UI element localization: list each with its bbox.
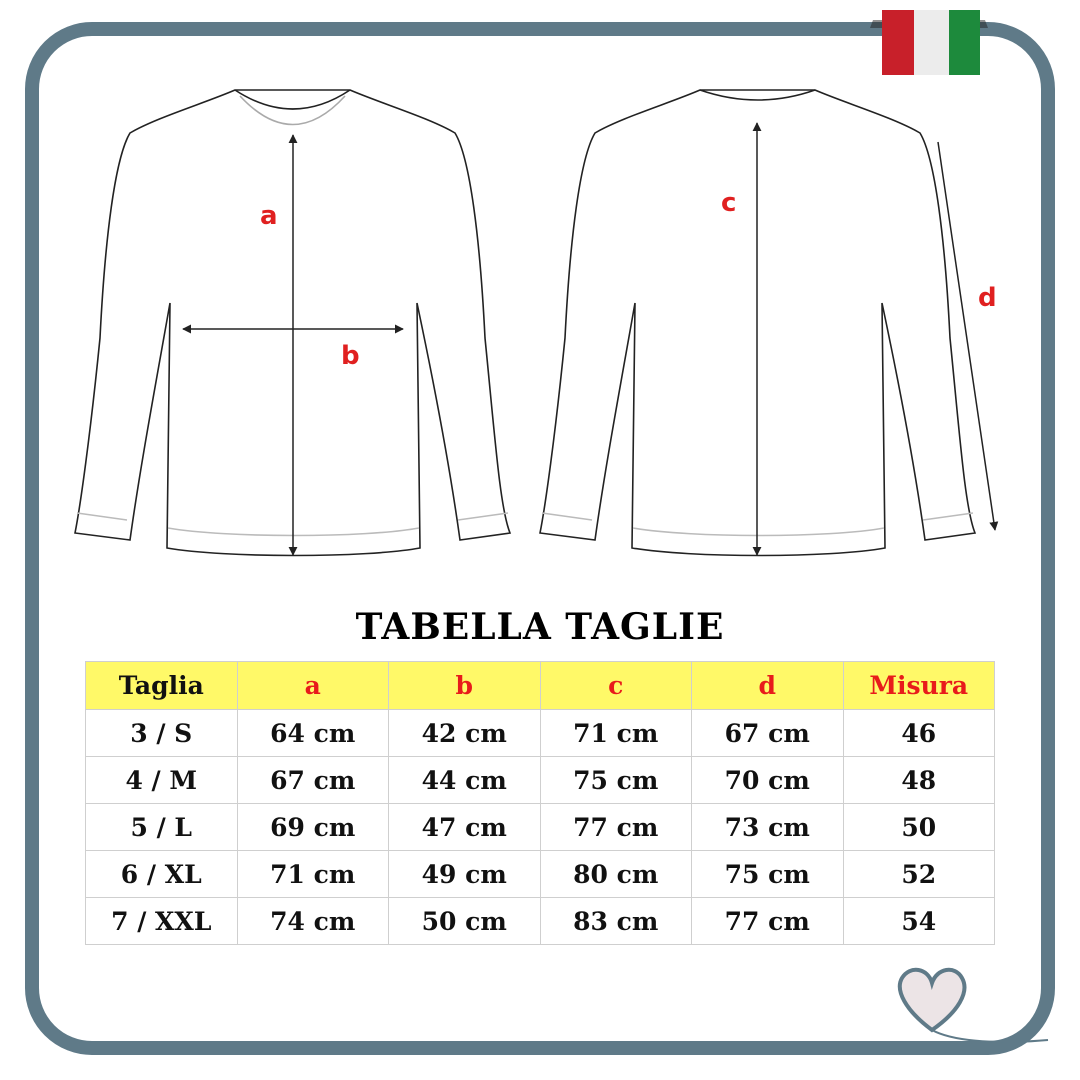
table-cell: 73 cm [691,803,844,851]
table-row: 4 / M 67 cm 44 cm 75 cm 70 cm 48 [85,756,995,804]
table-row: 7 / XXL 74 cm 50 cm 83 cm 77 cm 54 [85,897,995,945]
header-a: a [236,661,389,710]
table-cell: 46 [842,709,995,757]
table-cell: 42 cm [388,709,541,757]
table-cell: 71 cm [236,850,389,898]
table-cell: 77 cm [691,897,844,945]
table-cell: 75 cm [539,756,692,804]
table-cell: 67 cm [236,756,389,804]
table-cell: 77 cm [539,803,692,851]
size-table: Taglia a b c d Misura 3 / S 64 cm 42 cm 71 … [85,661,995,945]
measure-d-arrow [937,141,999,531]
label-a: a [260,201,278,231]
header-c: c [539,661,692,710]
header-misura: Misura [842,661,995,710]
label-b: b [341,341,360,371]
table-cell: 48 [842,756,995,804]
header-b: b [388,661,541,710]
table-cell: 64 cm [236,709,389,757]
table-cell: 4 / M [85,756,238,804]
table-cell: 75 cm [691,850,844,898]
table-cell: 44 cm [388,756,541,804]
heart-icon [897,967,1049,1043]
table-cell: 67 cm [691,709,844,757]
table-cell: 50 [842,803,995,851]
table-cell: 7 / XXL [85,897,238,945]
label-d: d [978,283,997,313]
label-c: c [721,188,736,218]
table-cell: 5 / L [85,803,238,851]
header-d: d [691,661,844,710]
table-cell: 54 [842,897,995,945]
table-cell: 74 cm [236,897,389,945]
table-cell: 6 / XL [85,850,238,898]
table-cell: 52 [842,850,995,898]
table-cell: 83 cm [539,897,692,945]
table-cell: 49 cm [388,850,541,898]
table-header-row: Taglia a b c d Misura [85,661,995,710]
table-cell: 70 cm [691,756,844,804]
table-row: 6 / XL 71 cm 49 cm 80 cm 75 cm 52 [85,850,995,898]
header-taglia: Taglia [85,661,238,710]
table-cell: 80 cm [539,850,692,898]
page-title: TABELLA TAGLIE [355,606,725,648]
table-cell: 71 cm [539,709,692,757]
frame-border [25,22,1055,1055]
table-cell: 50 cm [388,897,541,945]
table-cell: 47 cm [388,803,541,851]
table-cell: 3 / S [85,709,238,757]
table-cell: 69 cm [236,803,389,851]
table-row: 5 / L 69 cm 47 cm 77 cm 73 cm 50 [85,803,995,851]
italian-flag-icon [870,10,988,75]
table-row: 3 / S 64 cm 42 cm 71 cm 67 cm 46 [85,709,995,757]
